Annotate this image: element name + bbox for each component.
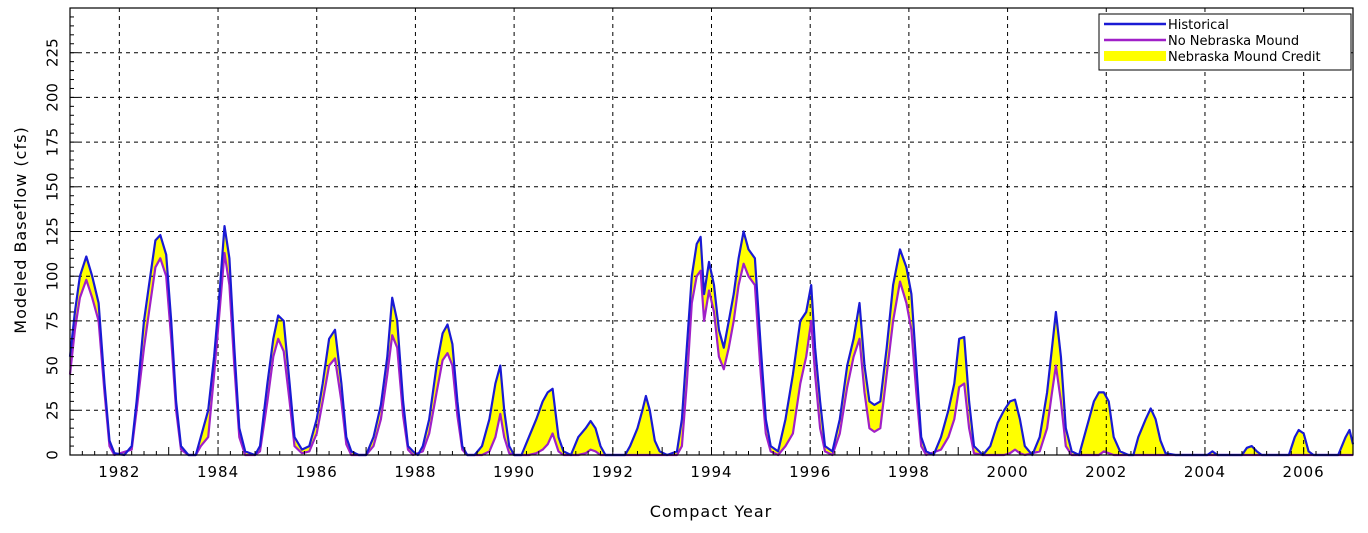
y-tick-label: 25 <box>44 401 62 420</box>
x-tick-label: 1986 <box>296 463 338 481</box>
x-tick-label: 1992 <box>592 463 634 481</box>
series-line-layer <box>68 225 1355 457</box>
legend-label-credit: Nebraska Mound Credit <box>1168 50 1321 65</box>
x-tick-label: 1982 <box>98 463 140 481</box>
y-tick-label: 125 <box>44 217 62 246</box>
y-tick-label: 150 <box>44 172 62 201</box>
legend-swatch-credit <box>1104 51 1166 61</box>
legend-label-historical: Historical <box>1168 18 1229 33</box>
y-tick-label: 100 <box>44 262 62 291</box>
y-tick-label: 225 <box>44 38 62 67</box>
x-tick-label: 1998 <box>888 463 930 481</box>
y-tick-label: 175 <box>44 128 62 157</box>
x-tick-label: 1988 <box>394 463 436 481</box>
y-tick-label: 50 <box>44 356 62 375</box>
x-tick-label: 1984 <box>197 463 239 481</box>
x-axis-label: Compact Year <box>650 502 773 521</box>
x-tick-label: 1994 <box>690 463 732 481</box>
x-tick-label: 1990 <box>493 463 535 481</box>
y-tick-label: 0 <box>44 450 62 460</box>
y-tick-label: 200 <box>44 83 62 112</box>
x-tick-label: 2004 <box>1184 463 1226 481</box>
x-tick-label: 1996 <box>789 463 831 481</box>
y-tick-label: 75 <box>44 311 62 330</box>
x-tick-label: 2000 <box>986 463 1028 481</box>
legend: Historical No Nebraska Mound Nebraska Mo… <box>1098 13 1352 71</box>
legend-label-no-mound: No Nebraska Mound <box>1168 34 1299 49</box>
x-tick-label: 2006 <box>1283 463 1325 481</box>
series-line <box>68 225 1355 457</box>
x-tick-label: 2002 <box>1085 463 1127 481</box>
series-line <box>68 251 1353 457</box>
y-tick-layer: 0 25 50 75 100 125 150 175 200 225 <box>44 7 78 460</box>
y-axis-label: Modeled Baseflow (cfs) <box>11 126 30 333</box>
grid-layer <box>70 8 1353 455</box>
x-tick-layer: 1982 1984 1986 1988 1990 1992 1994 1996 1998 2000… <box>69 447 1354 481</box>
